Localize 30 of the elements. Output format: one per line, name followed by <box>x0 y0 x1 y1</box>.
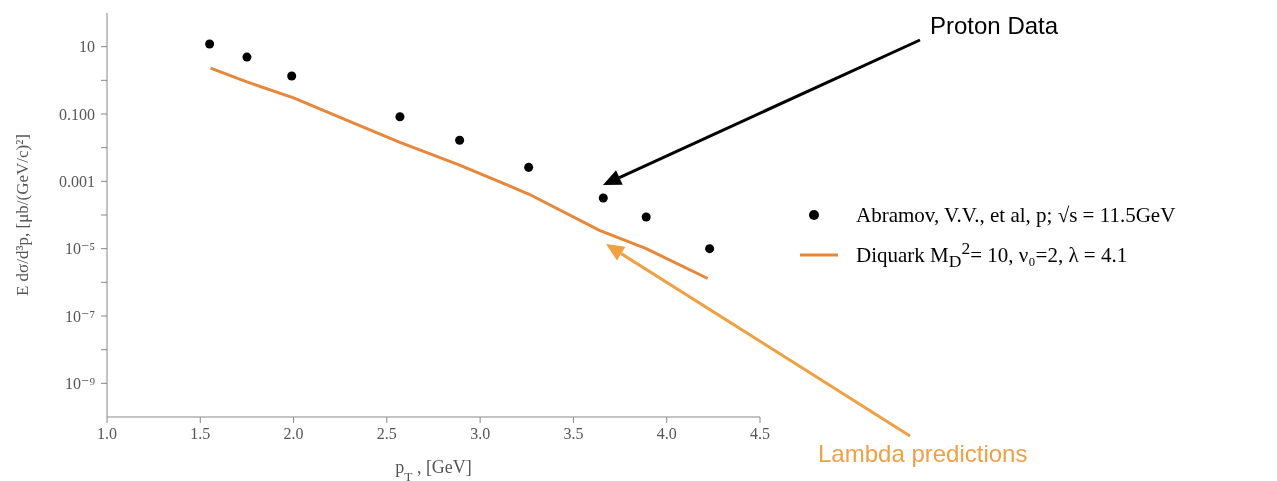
y-tick-label: 10⁻⁵ <box>64 240 95 258</box>
y-tick-label: 10⁻⁹ <box>64 374 96 392</box>
y-axis-title: E dσ/d³p, [μb/(GeV/c)²] <box>13 133 32 297</box>
y-tick-label: 0.100 <box>59 105 95 123</box>
x-axis-title: p$_{T}$ , [GeV] <box>395 457 472 481</box>
point <box>395 112 405 122</box>
x-tick-label: 4.0 <box>656 425 677 442</box>
x-tick-label: 1.0 <box>97 425 117 442</box>
point <box>598 193 608 203</box>
x-tick-label: 2.5 <box>376 425 397 442</box>
text: Proton Data <box>930 12 1059 40</box>
x-tick-label: 2.0 <box>283 425 304 442</box>
x-tick-label: 3.0 <box>470 425 491 442</box>
text: Lambda predictions <box>818 440 1028 468</box>
x-tick-label: 4.5 <box>750 425 770 442</box>
x-tick-label: 1.5 <box>190 425 211 442</box>
legend-label: Abramov, V.V., et al, p; √s = 11.5GeV <box>856 202 1176 228</box>
point <box>524 162 534 172</box>
point <box>287 71 297 81</box>
point <box>242 52 252 62</box>
y-tick-label: 10 <box>79 38 95 56</box>
y-tick-label: 0.001 <box>59 172 95 190</box>
point <box>705 244 715 254</box>
legend-label: Diquark M$_{D}$$^{2}$= 10, ν₀=2, λ = 4.1 <box>856 237 1128 273</box>
x-tick-label: 3.5 <box>563 425 584 442</box>
line-series <box>209 66 710 280</box>
point <box>205 39 215 49</box>
point <box>455 135 465 145</box>
y-tick-label: 10⁻⁷ <box>64 307 95 325</box>
point <box>641 212 651 222</box>
